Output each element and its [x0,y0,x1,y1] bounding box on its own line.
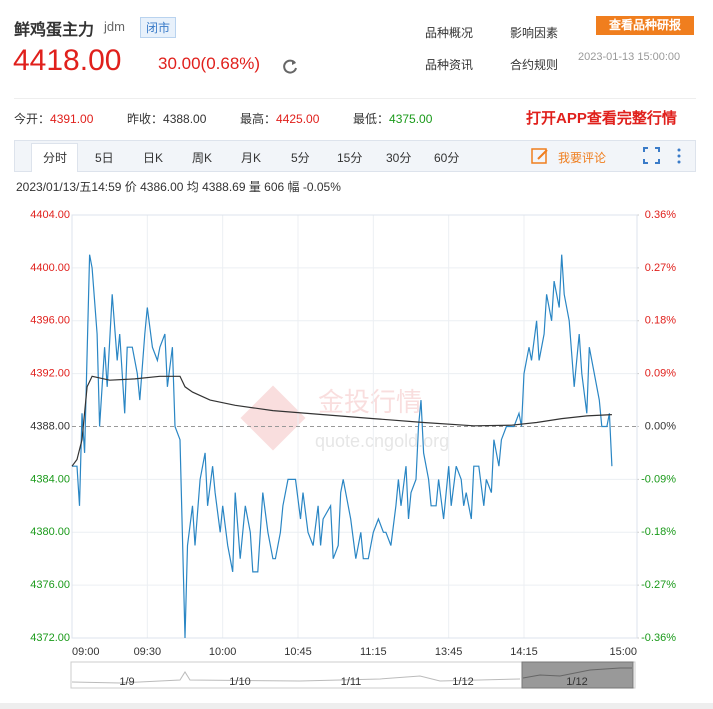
change: 30.00(0.68%) [158,54,261,73]
name: 鲜鸡蛋主力 [14,22,95,39]
tab[interactable]: 5分 [291,151,310,165]
info-line: 2023/01/13/五14:59 价 4386.00 均 4388.69 量 … [16,180,341,194]
x-tick-label: 11:15 [360,646,387,658]
stat-value: 4388.00 [163,112,207,126]
y2-tick-label: 0.36% [645,209,676,221]
y2-tick-label: -0.27% [641,579,676,591]
navigator-line [71,671,521,684]
tab[interactable]: 周K [192,151,213,165]
x-tick-label: 14:15 [510,646,538,658]
y-tick-label: 4376.00 [30,579,70,591]
stat-label: 最高： [240,112,277,126]
y-tick-label: 4400.00 [30,262,70,274]
link[interactable]: 合约规则 [510,58,559,72]
y2-tick-label: -0.18% [641,526,676,538]
stat-value: 4375.00 [389,112,433,126]
tab[interactable]: 60分 [434,151,460,165]
refresh-icon[interactable] [280,56,300,76]
y2-tick-label: 0.18% [645,315,676,327]
report-button[interactable]: 查看品种研报 [596,16,694,35]
stat: 最低：4375.00 [353,110,432,127]
navigator-date: 1/9 [119,676,134,688]
watermark: 金投行情 quote.cngold.org [240,385,449,451]
stat-label: 昨收： [127,112,164,126]
x-tick-label: 10:45 [284,646,312,658]
watermark-brand: 金投行情 [318,387,422,417]
x-tick-label: 09:30 [134,646,162,658]
tab[interactable]: 15分 [337,151,363,165]
x-tick-label: 10:00 [209,646,237,658]
y-tick-label: 4380.00 [30,526,70,538]
y-tick-label: 4404.00 [30,209,70,221]
navigator-date: 1/11 [341,676,362,688]
tab[interactable]: 5日 [95,151,114,165]
stat-label: 最低： [353,112,390,126]
stat: 昨收：4388.00 [127,110,206,127]
tab-bar [14,140,696,172]
navigator-date: 1/12 [566,676,587,688]
link[interactable]: 影响因素 [510,26,559,40]
price: 4418.00 [13,44,122,77]
y2-tick-label: -0.36% [641,632,676,644]
x-tick-label: 15:00 [609,646,637,658]
time: 2023-01-13 15:00:00 [578,51,681,63]
footer-bar [0,703,713,709]
y-tick-label: 4388.00 [30,420,70,432]
y2-tick-label: 0.00% [645,420,676,432]
active-tab [31,143,78,172]
tab[interactable]: 30分 [386,151,412,165]
series-line [71,375,612,467]
navigator-date: 1/10 [229,676,250,688]
y-tick-label: 4396.00 [30,315,70,327]
divider [14,98,696,99]
code: jdm [104,19,125,34]
navigator-date: 1/12 [452,676,473,688]
stat: 最高：4425.00 [240,110,319,127]
series-line [72,254,613,639]
y2-tick-label: 0.09% [645,368,676,380]
x-tick-label: 09:00 [72,646,100,658]
stat-value: 4391.00 [50,112,94,126]
y2-tick-label: -0.09% [641,473,676,485]
stat-value: 4425.00 [276,112,320,126]
tab[interactable]: 日K [143,151,164,165]
link[interactable]: 品种概况 [425,26,474,40]
y-tick-label: 4384.00 [30,473,70,485]
link[interactable]: 品种资讯 [425,58,474,72]
y-tick-label: 4392.00 [30,368,70,380]
y2-tick-label: 0.27% [645,262,676,274]
y-tick-label: 4372.00 [30,632,70,644]
comment[interactable]: 我要评论 [558,151,607,165]
toolbar-icons[interactable] [643,147,688,165]
app-link[interactable]: 打开APP查看完整行情 [526,110,677,127]
tab[interactable]: 月K [241,151,262,165]
watermark-url: quote.cngold.org [315,431,449,451]
comment-icon[interactable] [530,146,550,166]
tab[interactable]: 分时 [43,151,68,165]
navigator-line [522,667,632,679]
x-tick-label: 13:45 [435,646,463,658]
navigator-selection[interactable] [521,661,634,689]
stat-label: 今开： [14,112,51,126]
status-badge: 闭市 [140,17,177,38]
stat: 今开：4391.00 [14,110,93,127]
